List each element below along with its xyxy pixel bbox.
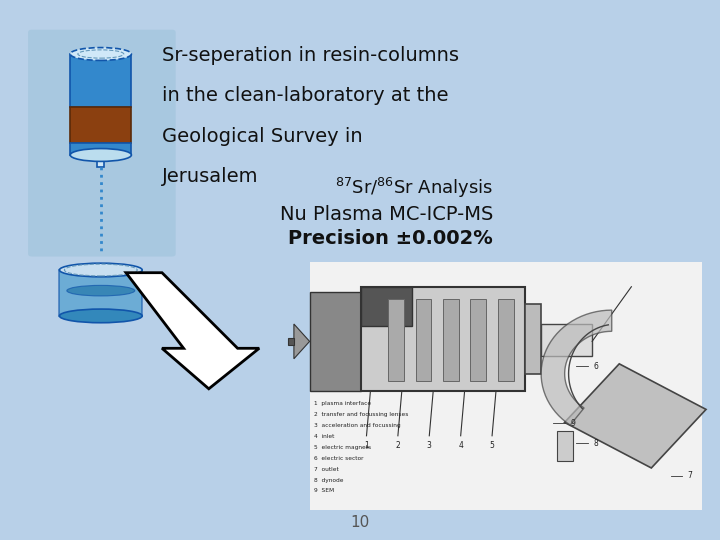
Bar <box>97 155 104 167</box>
Bar <box>526 304 541 374</box>
Ellipse shape <box>71 48 132 60</box>
Bar <box>388 299 404 381</box>
Polygon shape <box>60 270 143 316</box>
Bar <box>310 292 361 391</box>
Text: 3  acceleration and focussing: 3 acceleration and focussing <box>313 423 400 428</box>
Text: 10: 10 <box>351 515 369 530</box>
Text: 7: 7 <box>688 471 693 480</box>
Polygon shape <box>294 324 310 359</box>
Bar <box>443 299 459 381</box>
Text: 4: 4 <box>458 441 463 450</box>
Text: 6  electric sector: 6 electric sector <box>313 456 363 461</box>
Text: 8  dynode: 8 dynode <box>313 477 343 483</box>
Bar <box>310 262 702 510</box>
Text: 3: 3 <box>427 441 432 450</box>
Ellipse shape <box>60 263 143 277</box>
Text: 7  outlet: 7 outlet <box>313 467 338 471</box>
FancyBboxPatch shape <box>28 30 176 256</box>
Text: Nu Plasma MC-ICP-MS: Nu Plasma MC-ICP-MS <box>280 205 493 224</box>
Bar <box>71 107 132 143</box>
Text: 4  inlet: 4 inlet <box>313 434 334 439</box>
Ellipse shape <box>67 285 135 296</box>
Text: 5: 5 <box>490 441 495 450</box>
Bar <box>71 54 132 107</box>
Text: 1: 1 <box>364 441 369 450</box>
Bar <box>470 299 486 381</box>
Bar <box>288 338 294 345</box>
Text: Precision ±0.002%: Precision ±0.002% <box>289 230 493 248</box>
Bar <box>541 324 592 356</box>
Text: in the clean-laboratory at the: in the clean-laboratory at the <box>162 86 449 105</box>
Text: 1  plasma interface: 1 plasma interface <box>313 401 371 406</box>
Text: 2  transfer and focussing lenses: 2 transfer and focussing lenses <box>313 412 408 417</box>
Polygon shape <box>564 364 706 468</box>
Bar <box>557 431 572 461</box>
Text: Geological Survey in: Geological Survey in <box>162 127 363 146</box>
Bar <box>71 143 132 155</box>
Text: Jerusalem: Jerusalem <box>162 167 258 186</box>
Text: Sr-seperation in resin-columns: Sr-seperation in resin-columns <box>162 46 459 65</box>
Text: 8: 8 <box>594 438 598 448</box>
Text: 5  electric magnets: 5 electric magnets <box>313 445 371 450</box>
Text: 9  SEM: 9 SEM <box>313 489 333 494</box>
Polygon shape <box>126 273 259 389</box>
Ellipse shape <box>71 148 132 161</box>
Text: 9: 9 <box>570 419 575 428</box>
Bar <box>498 299 513 381</box>
Bar <box>415 299 431 381</box>
Bar <box>361 287 526 391</box>
Text: 6: 6 <box>593 362 598 371</box>
Polygon shape <box>541 310 612 425</box>
Text: $^{87}$Sr/$^{86}$Sr Analysis: $^{87}$Sr/$^{86}$Sr Analysis <box>335 176 493 200</box>
Text: 2: 2 <box>395 441 400 450</box>
Ellipse shape <box>60 309 143 323</box>
Bar <box>361 287 412 327</box>
